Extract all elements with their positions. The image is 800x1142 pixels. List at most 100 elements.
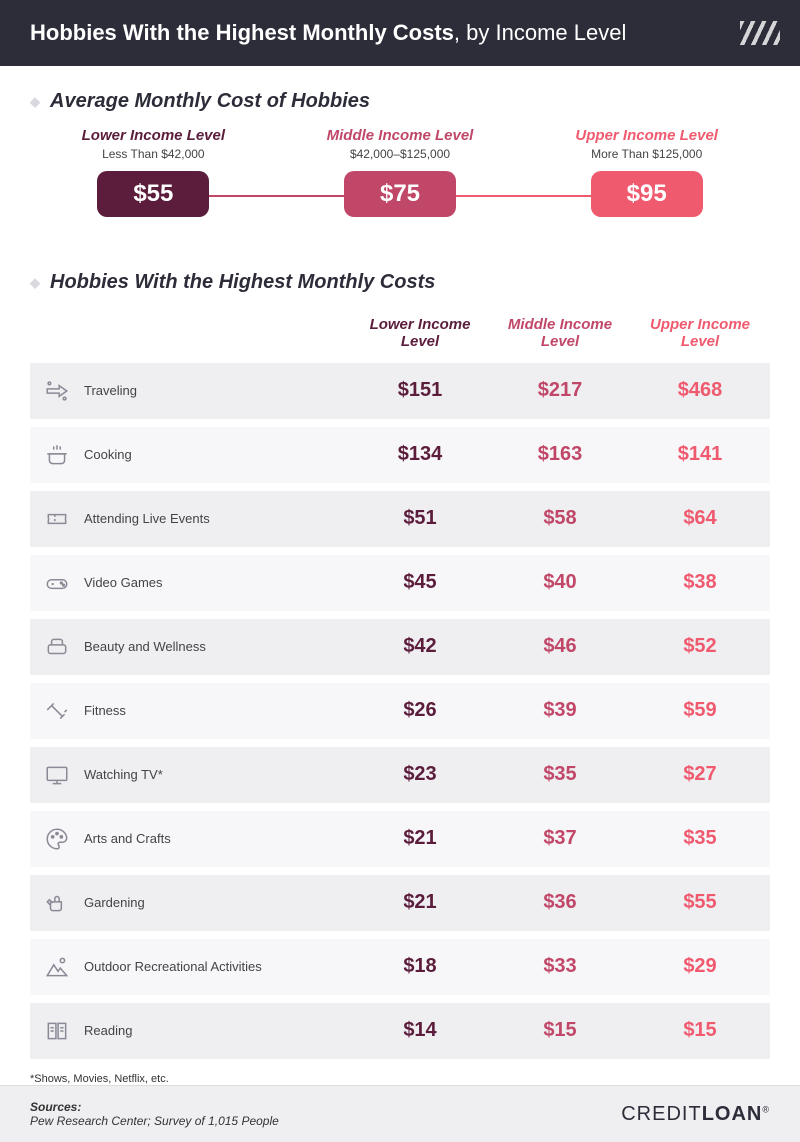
brand-logo: CREDITLOAN®	[621, 1103, 770, 1126]
gamepad-icon	[44, 570, 70, 596]
hobby-name-cell: Video Games	[30, 570, 350, 596]
hobby-name-cell: Attending Live Events	[30, 506, 350, 532]
cost-value: $52	[630, 635, 770, 658]
cost-value: $18	[350, 955, 490, 978]
avg-value-pill: $75	[344, 171, 456, 217]
cost-value: $21	[350, 827, 490, 850]
cost-value: $46	[490, 635, 630, 658]
footer: Sources: Pew Research Center; Survey of …	[0, 1085, 800, 1142]
hobby-name: Attending Live Events	[84, 511, 210, 526]
ticket-icon	[44, 506, 70, 532]
cost-value: $64	[630, 507, 770, 530]
cost-value: $33	[490, 955, 630, 978]
table-row: Attending Live Events $51$58$64	[30, 491, 770, 547]
header-bar: Hobbies With the Highest Monthly Costs, …	[0, 0, 800, 66]
section-title-table: Hobbies With the Highest Monthly Costs	[0, 247, 800, 308]
mountain-icon	[44, 954, 70, 980]
cost-value: $15	[490, 1019, 630, 1042]
hobby-name: Reading	[84, 1023, 132, 1038]
table-row: Beauty and Wellness $42$46$52	[30, 619, 770, 675]
infographic-container: Hobbies With the Highest Monthly Costs, …	[0, 0, 800, 1142]
dumbbell-icon	[44, 698, 70, 724]
avg-value-pill: $95	[591, 171, 703, 217]
avg-row: Lower Income Level Less Than $42,000 $55…	[30, 127, 770, 217]
hobby-name: Outdoor Recreational Activities	[84, 959, 262, 974]
table-body: Traveling$151$217$468Cooking$134$163$141…	[30, 363, 770, 1059]
avg-label: Upper Income Level	[523, 127, 770, 144]
section-title-avg: Average Monthly Cost of Hobbies	[0, 66, 800, 127]
cost-value: $40	[490, 571, 630, 594]
cost-value: $39	[490, 699, 630, 722]
hobby-name-cell: Arts and Crafts	[30, 826, 350, 852]
hobby-name: Fitness	[84, 703, 126, 718]
avg-cost-section: Lower Income Level Less Than $42,000 $55…	[0, 127, 800, 247]
sources-label: Sources:	[30, 1100, 279, 1114]
table-row: Traveling$151$217$468	[30, 363, 770, 419]
cost-value: $27	[630, 763, 770, 786]
avg-label: Lower Income Level	[30, 127, 277, 144]
wateringcan-icon	[44, 890, 70, 916]
cost-value: $55	[630, 891, 770, 914]
cost-value: $15	[630, 1019, 770, 1042]
avg-sublabel: $42,000–$125,000	[277, 147, 524, 161]
cost-value: $59	[630, 699, 770, 722]
header-title-bold: Hobbies With the Highest Monthly Costs	[30, 20, 454, 45]
column-header: Upper IncomeLevel	[630, 316, 770, 351]
cost-value: $37	[490, 827, 630, 850]
hobby-name-cell: Traveling	[30, 378, 350, 404]
pot-icon	[44, 442, 70, 468]
cost-value: $38	[630, 571, 770, 594]
spa-icon	[44, 634, 70, 660]
sources: Sources: Pew Research Center; Survey of …	[30, 1100, 279, 1128]
table-row: Watching TV* $23$35$27	[30, 747, 770, 803]
hobby-name: Cooking	[84, 447, 132, 462]
sources-text: Pew Research Center; Survey of 1,015 Peo…	[30, 1114, 279, 1128]
cost-value: $26	[350, 699, 490, 722]
cost-value: $163	[490, 443, 630, 466]
avg-sublabel: More Than $125,000	[523, 147, 770, 161]
avg-label: Middle Income Level	[277, 127, 524, 144]
avg-item: Middle Income Level $42,000–$125,000 $75	[277, 127, 524, 217]
cost-value: $58	[490, 507, 630, 530]
hobby-name: Watching TV*	[84, 767, 163, 782]
hobby-name: Video Games	[84, 575, 163, 590]
table-row: Gardening$21$36$55	[30, 875, 770, 931]
column-header: Lower IncomeLevel	[350, 316, 490, 351]
cost-value: $14	[350, 1019, 490, 1042]
hobby-name-cell: Fitness	[30, 698, 350, 724]
column-header: Middle IncomeLevel	[490, 316, 630, 351]
cost-value: $29	[630, 955, 770, 978]
avg-sublabel: Less Than $42,000	[30, 147, 277, 161]
cost-value: $45	[350, 571, 490, 594]
avg-item: Upper Income Level More Than $125,000 $9…	[523, 127, 770, 217]
palette-icon	[44, 826, 70, 852]
plane-icon	[44, 378, 70, 404]
table-row: Reading$14$15$15	[30, 1003, 770, 1059]
cost-value: $468	[630, 379, 770, 402]
hobby-name-cell: Gardening	[30, 890, 350, 916]
cost-value: $35	[630, 827, 770, 850]
hobby-cost-table: Lower IncomeLevelMiddle IncomeLevelUpper…	[0, 308, 800, 1067]
hobby-name-cell: Watching TV*	[30, 762, 350, 788]
brand-part-b: LOAN	[702, 1103, 763, 1125]
avg-item: Lower Income Level Less Than $42,000 $55	[30, 127, 277, 217]
table-row: Outdoor Recreational Activities $18$33$29	[30, 939, 770, 995]
hobby-name: Beauty and Wellness	[84, 639, 206, 654]
book-icon	[44, 1018, 70, 1044]
table-header-row: Lower IncomeLevelMiddle IncomeLevelUpper…	[30, 308, 770, 363]
cost-value: $21	[350, 891, 490, 914]
footnote: *Shows, Movies, Netflix, etc.	[0, 1067, 800, 1085]
tv-icon	[44, 762, 70, 788]
cost-value: $134	[350, 443, 490, 466]
cost-value: $151	[350, 379, 490, 402]
brand-part-a: CREDIT	[621, 1103, 701, 1125]
cost-value: $217	[490, 379, 630, 402]
avg-value-pill: $55	[97, 171, 209, 217]
cost-value: $51	[350, 507, 490, 530]
cost-value: $42	[350, 635, 490, 658]
hobby-name-cell: Beauty and Wellness	[30, 634, 350, 660]
cost-value: $23	[350, 763, 490, 786]
hobby-name-cell: Reading	[30, 1018, 350, 1044]
hobby-name: Arts and Crafts	[84, 831, 171, 846]
cost-value: $35	[490, 763, 630, 786]
